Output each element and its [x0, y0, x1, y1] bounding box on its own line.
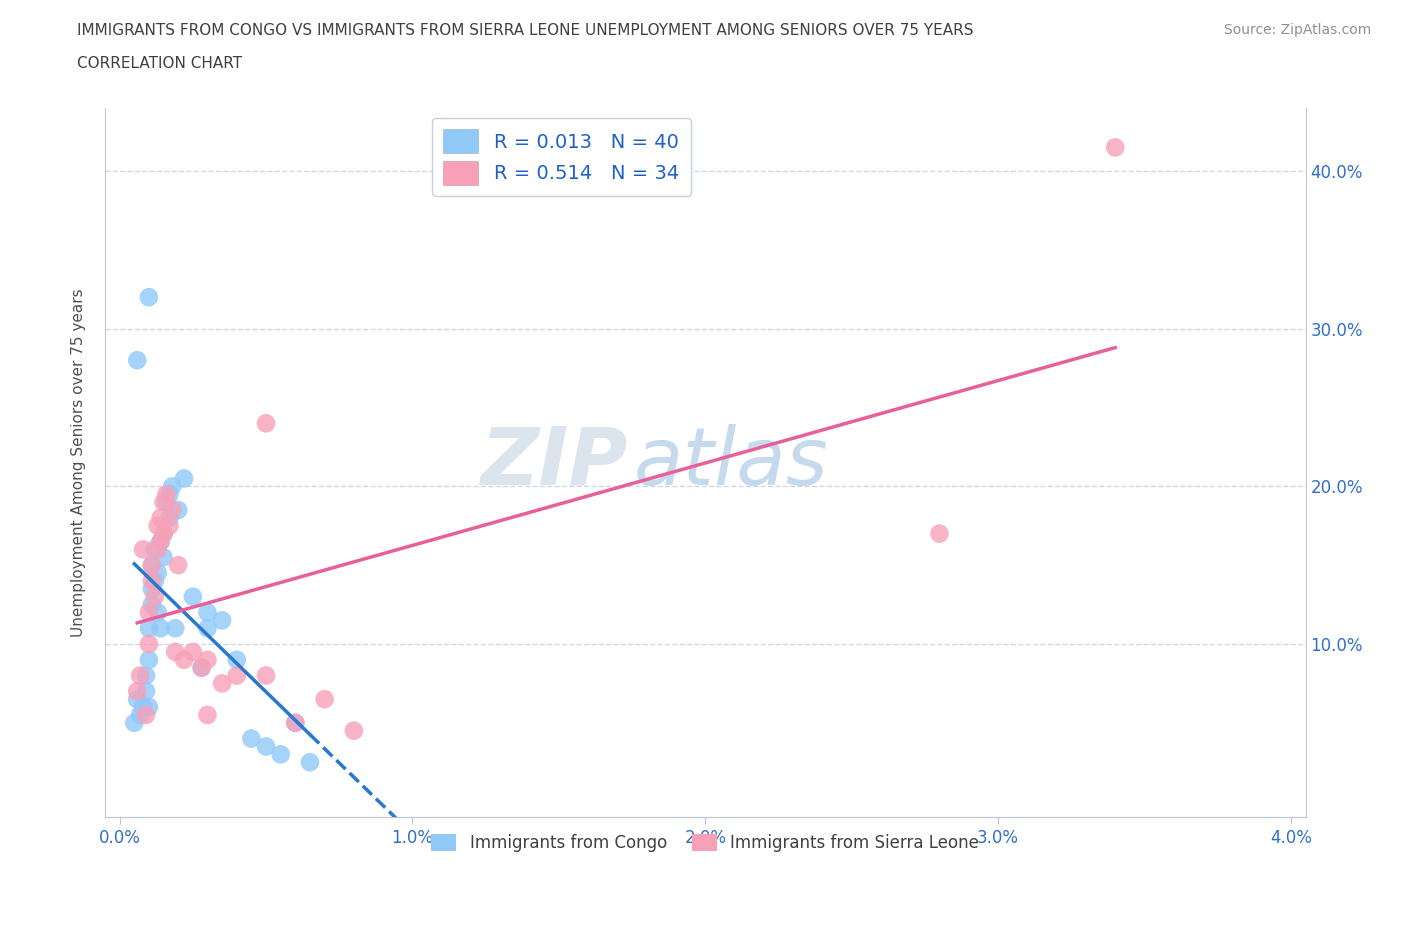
Point — [173, 652, 195, 667]
Point — [152, 495, 174, 510]
Point — [149, 511, 172, 525]
Point — [211, 613, 233, 628]
Text: IMMIGRANTS FROM CONGO VS IMMIGRANTS FROM SIERRA LEONE UNEMPLOYMENT AMONG SENIORS: IMMIGRANTS FROM CONGO VS IMMIGRANTS FROM… — [77, 23, 974, 38]
Point — [162, 479, 184, 494]
Point — [143, 590, 166, 604]
Point — [181, 644, 204, 659]
Point — [146, 565, 169, 580]
Point — [143, 574, 166, 589]
Point — [141, 558, 163, 573]
Legend: Immigrants from Congo, Immigrants from Sierra Leone: Immigrants from Congo, Immigrants from S… — [425, 827, 986, 858]
Point — [343, 724, 366, 738]
Point — [132, 699, 155, 714]
Text: Source: ZipAtlas.com: Source: ZipAtlas.com — [1223, 23, 1371, 37]
Point — [138, 636, 160, 651]
Point — [141, 581, 163, 596]
Point — [157, 518, 180, 533]
Point — [225, 668, 247, 683]
Point — [152, 526, 174, 541]
Point — [284, 715, 307, 730]
Point — [162, 502, 184, 517]
Point — [211, 676, 233, 691]
Point — [165, 621, 187, 636]
Point — [146, 542, 169, 557]
Point — [127, 684, 149, 698]
Point — [197, 621, 219, 636]
Text: atlas: atlas — [633, 424, 828, 501]
Point — [254, 668, 277, 683]
Point — [138, 621, 160, 636]
Point — [254, 739, 277, 754]
Point — [141, 574, 163, 589]
Text: ZIP: ZIP — [479, 424, 627, 501]
Point — [270, 747, 292, 762]
Point — [197, 605, 219, 620]
Point — [122, 715, 145, 730]
Point — [928, 526, 950, 541]
Point — [173, 471, 195, 485]
Point — [167, 558, 190, 573]
Point — [141, 558, 163, 573]
Point — [181, 590, 204, 604]
Point — [155, 495, 177, 510]
Point — [146, 605, 169, 620]
Point — [149, 621, 172, 636]
Point — [127, 352, 149, 367]
Point — [152, 550, 174, 565]
Point — [314, 692, 336, 707]
Point — [1104, 140, 1126, 155]
Point — [138, 652, 160, 667]
Point — [135, 684, 157, 698]
Point — [138, 699, 160, 714]
Point — [190, 660, 212, 675]
Point — [157, 486, 180, 501]
Point — [197, 708, 219, 723]
Point — [167, 502, 190, 517]
Point — [127, 692, 149, 707]
Point — [143, 542, 166, 557]
Point — [129, 708, 152, 723]
Point — [129, 668, 152, 683]
Point — [138, 605, 160, 620]
Point — [225, 652, 247, 667]
Point — [197, 652, 219, 667]
Point — [284, 715, 307, 730]
Point — [135, 708, 157, 723]
Point — [141, 597, 163, 612]
Point — [135, 668, 157, 683]
Point — [165, 644, 187, 659]
Point — [146, 518, 169, 533]
Point — [138, 290, 160, 305]
Point — [149, 534, 172, 549]
Point — [149, 534, 172, 549]
Point — [254, 416, 277, 431]
Text: CORRELATION CHART: CORRELATION CHART — [77, 56, 242, 71]
Point — [155, 486, 177, 501]
Point — [240, 731, 263, 746]
Y-axis label: Unemployment Among Seniors over 75 years: Unemployment Among Seniors over 75 years — [72, 288, 86, 637]
Point — [190, 660, 212, 675]
Point — [132, 542, 155, 557]
Point — [157, 511, 180, 525]
Point — [152, 526, 174, 541]
Point — [298, 755, 321, 770]
